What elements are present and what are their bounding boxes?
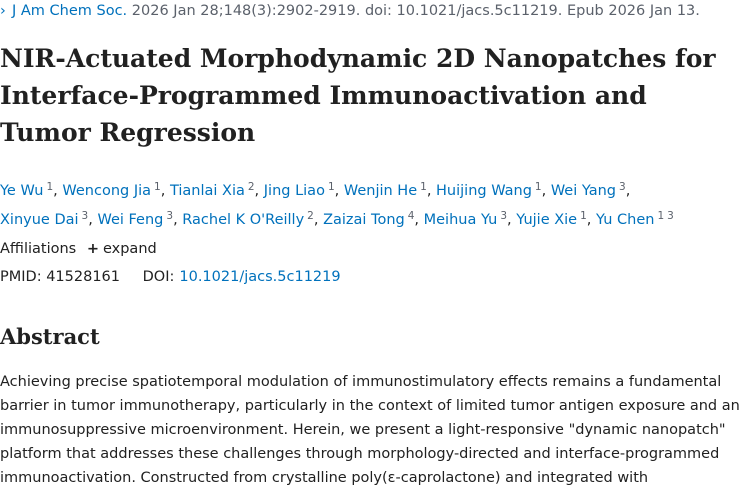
doi-label: DOI: [142,269,175,285]
expand-label: expand [102,241,157,257]
abstract-text: Achieving precise spatiotemporal modulat… [0,374,740,486]
author-link[interactable]: Rachel K O'Reilly 2 [182,210,314,228]
plus-icon: + [86,241,99,257]
author-link[interactable]: Meihua Yu 3 [423,210,508,228]
citation-details: 2026 Jan 28;148(3):2902-2919. doi: 10.10… [131,3,700,19]
article-title: NIR-Actuated Morphodynamic 2D Nanopatche… [0,44,716,147]
pmid-value: 41528161 [46,269,121,285]
author-link[interactable]: Yu Chen 1 [596,210,665,228]
author-link[interactable]: Xinyue Dai 3 [0,210,89,228]
author-link[interactable]: Ye Wu 1 [0,181,54,199]
author-link[interactable]: Zaizai Tong 4 [323,210,415,228]
affiliations-label: Affiliations [0,241,77,257]
author-link[interactable]: Wei Yang 3 [550,181,626,199]
chevron-right-icon: › [0,3,6,19]
authors-list: Ye Wu 1, Wencong Jia 1, Tianlai Xia 2, Jing… [0,181,674,228]
author-link[interactable]: Wei Feng 3 [97,210,174,228]
journal-name: J Am Chem Soc. [12,3,128,19]
author-link[interactable]: Wenjin He 1 [343,181,427,199]
author-link[interactable]: Wencong Jia 1 [62,181,161,199]
identifiers-row: PMID: 41528161 DOI: 10.1021/jacs.5c11219 [0,269,341,285]
journal-link[interactable]: › J Am Chem Soc. [0,3,127,19]
expand-affiliations-button[interactable]: + expand [87,241,157,257]
author-link[interactable]: Huijing Wang 1 [436,181,542,199]
abstract-heading: Abstract [0,324,100,349]
affiliation-number[interactable]: 3 [667,210,674,222]
author-link[interactable]: Tianlai Xia 2 [169,181,255,199]
citation-line: › J Am Chem Soc. 2026 Jan 28;148(3):2902-… [0,3,700,19]
affiliations-row: Affiliations + expand [0,241,157,257]
author-link[interactable]: Yujie Xie 1 [516,210,587,228]
author-link[interactable]: Jing Liao 1 [263,181,335,199]
pmid-label: PMID: [0,269,42,285]
doi-link[interactable]: 10.1021/jacs.5c11219 [179,269,341,285]
